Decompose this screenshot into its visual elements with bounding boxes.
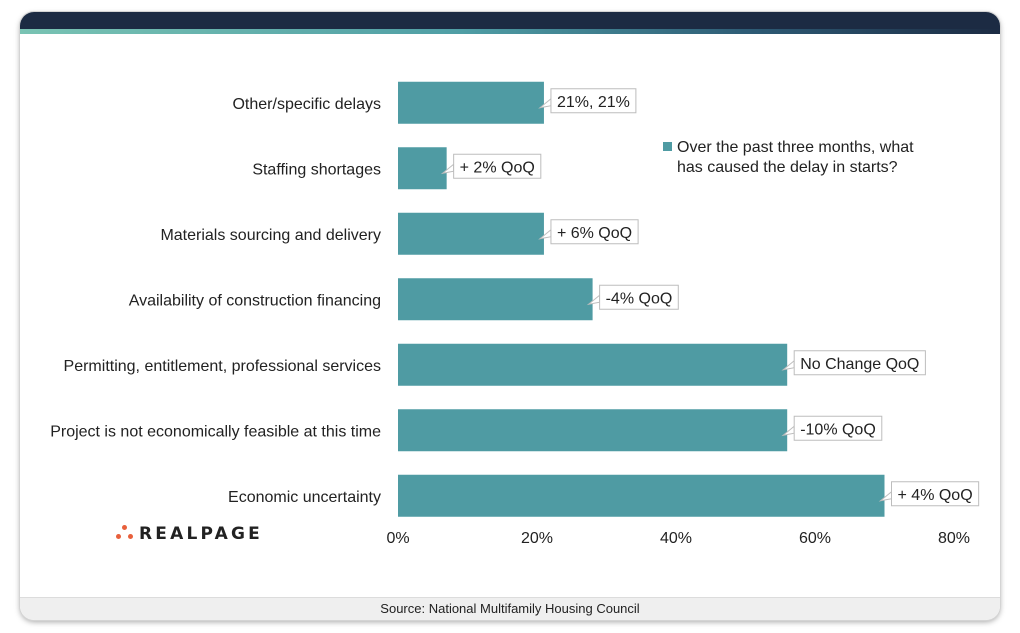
data-label: -4% QoQ [606, 290, 673, 307]
bar [398, 474, 885, 517]
category-label: Materials sourcing and delivery [160, 227, 381, 244]
x-tick-label: 40% [660, 530, 692, 547]
logo-text: REALPAGE [139, 524, 263, 544]
x-tick-label: 60% [799, 530, 831, 547]
legend-swatch [663, 142, 672, 151]
callout-box [793, 350, 926, 376]
realpage-logo: REALPAGE [115, 524, 263, 544]
x-axis-ticks: 0% 20% 40% 60% 80% [386, 530, 970, 547]
callout: + 2% QoQ [440, 153, 542, 179]
callout: 21%, 21% [538, 88, 637, 114]
x-tick-label: 80% [938, 530, 970, 547]
legend: Over the past three months, what has caus… [663, 139, 914, 176]
bar [398, 409, 788, 452]
data-label: No Change QoQ [800, 356, 919, 373]
callout-box [793, 415, 883, 441]
category-label: Project is not economically feasible at … [50, 423, 381, 440]
category-label: Staffing shortages [252, 161, 381, 178]
x-tick-label: 0% [386, 530, 409, 547]
header-accent-stripe [20, 29, 1000, 34]
bar [398, 212, 544, 255]
callouts: 21%, 21% + 2% QoQ + 6% QoQ -4% QoQ No Change… [440, 88, 980, 507]
callout-box [453, 153, 542, 179]
chart-card: Other/specific delays Staffing shortages M… [20, 12, 1000, 620]
callout-box [599, 284, 679, 310]
category-label: Economic uncertainty [228, 489, 381, 506]
data-label: + 6% QoQ [557, 225, 632, 242]
legend-label: has caused the delay in starts? [677, 159, 898, 176]
bar [398, 147, 447, 190]
callout: No Change QoQ [781, 350, 926, 376]
callout-box [550, 88, 637, 114]
callout-box [550, 219, 639, 245]
source-footer: Source: National Multifamily Housing Cou… [20, 597, 1000, 620]
callout: + 4% QoQ [878, 481, 980, 507]
bar [398, 81, 544, 124]
callout: -10% QoQ [781, 415, 883, 441]
data-label: 21%, 21% [557, 94, 630, 111]
bar [398, 343, 788, 386]
legend-label: Over the past three months, what [677, 139, 914, 156]
callout: -4% QoQ [586, 284, 679, 310]
category-label: Permitting, entitlement, professional se… [64, 358, 381, 375]
callout-box [891, 481, 980, 507]
bar-chart: Other/specific delays Staffing shortages M… [50, 81, 980, 547]
x-tick-label: 20% [521, 530, 553, 547]
category-label: Other/specific delays [232, 96, 381, 113]
bars [398, 81, 885, 517]
data-label: + 4% QoQ [898, 487, 973, 504]
header-bar [20, 12, 1000, 34]
callout: + 6% QoQ [538, 219, 639, 245]
bar [398, 278, 593, 321]
data-label: -10% QoQ [800, 421, 876, 438]
logo-dots-icon [115, 524, 135, 544]
category-labels: Other/specific delays Staffing shortages M… [50, 96, 381, 506]
category-label: Availability of construction financing [129, 292, 381, 309]
data-label: + 2% QoQ [460, 159, 535, 176]
